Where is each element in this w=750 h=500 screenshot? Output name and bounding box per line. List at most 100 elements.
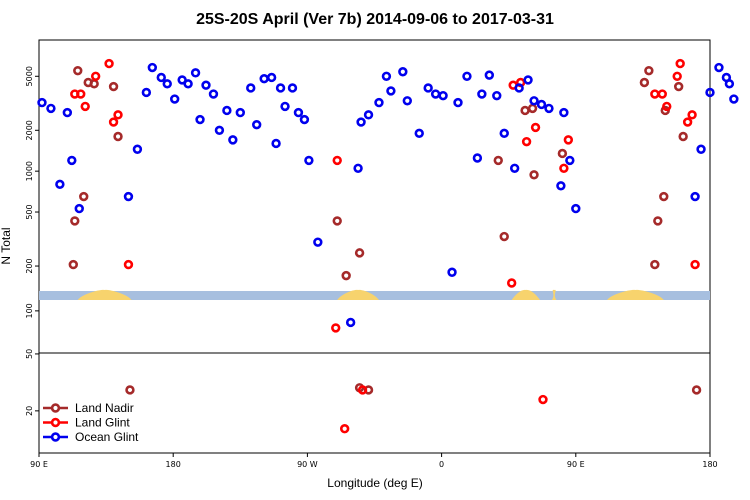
data-point xyxy=(55,179,65,190)
data-point xyxy=(46,103,56,114)
data-point xyxy=(201,80,211,90)
data-point xyxy=(287,83,298,93)
data-point xyxy=(62,107,73,118)
data-point xyxy=(67,155,77,166)
data-point xyxy=(381,71,392,81)
data-point xyxy=(37,97,47,108)
data-point xyxy=(650,259,660,270)
data-point xyxy=(696,144,706,154)
data-point xyxy=(68,259,78,270)
data-point xyxy=(357,385,368,395)
data-point xyxy=(345,317,356,328)
data-point xyxy=(104,58,114,69)
data-point xyxy=(123,191,134,202)
data-point xyxy=(83,77,93,88)
data-point xyxy=(235,107,246,118)
x-tick-label: 90 E xyxy=(567,460,585,469)
data-point xyxy=(472,153,483,163)
series-land-nadir xyxy=(68,65,702,395)
data-point xyxy=(521,136,532,147)
data-point xyxy=(313,237,323,247)
data-point xyxy=(228,135,238,145)
data-point xyxy=(354,248,365,258)
upper-y-tick-label: 500 xyxy=(25,204,34,219)
data-point xyxy=(690,259,700,270)
data-point xyxy=(259,73,269,84)
data-point xyxy=(529,96,539,106)
legend-marker xyxy=(50,403,61,413)
data-point xyxy=(653,216,663,226)
data-point xyxy=(156,72,166,83)
x-tick-label: 90 W xyxy=(297,460,318,469)
data-point xyxy=(74,203,84,214)
data-point xyxy=(691,385,702,395)
x-tick-label: 0 xyxy=(439,460,444,469)
data-point xyxy=(190,68,201,78)
data-point xyxy=(293,107,304,118)
data-point xyxy=(514,83,524,93)
data-point xyxy=(246,83,256,93)
data-point xyxy=(438,90,448,101)
data-point xyxy=(453,97,463,108)
data-point xyxy=(423,83,433,93)
upper-y-tick-label: 5000 xyxy=(25,66,34,86)
data-point xyxy=(556,181,566,191)
data-point xyxy=(108,117,119,127)
lower-y-tick-label: 50 xyxy=(25,349,34,359)
data-point xyxy=(113,131,123,142)
data-point xyxy=(729,94,739,104)
data-point xyxy=(544,103,554,114)
data-point xyxy=(559,107,569,118)
data-point xyxy=(356,117,366,127)
data-point xyxy=(492,90,502,101)
legend-label: Land Glint xyxy=(75,416,130,430)
data-point xyxy=(705,87,715,98)
data-point xyxy=(557,148,568,159)
data-point xyxy=(477,89,487,99)
data-point xyxy=(650,89,660,99)
data-point xyxy=(341,270,351,281)
data-point xyxy=(527,103,538,114)
land-ocean-band xyxy=(39,289,710,300)
lower-y-tick-label: 20 xyxy=(25,406,34,416)
data-point xyxy=(484,70,495,80)
data-point xyxy=(214,125,225,135)
data-point xyxy=(374,97,384,108)
data-point xyxy=(659,191,669,202)
x-tick-label: 180 xyxy=(702,460,717,469)
data-point xyxy=(208,89,219,99)
data-point xyxy=(559,163,569,173)
data-point xyxy=(563,135,574,145)
data-point xyxy=(80,101,90,112)
upper-y-tick-label: 1000 xyxy=(25,161,34,181)
data-point xyxy=(571,203,581,214)
data-point xyxy=(108,81,119,92)
x-tick-label: 90 E xyxy=(30,460,48,469)
data-point xyxy=(499,231,509,242)
data-point xyxy=(509,163,520,173)
data-point xyxy=(141,87,152,98)
data-point xyxy=(687,110,697,120)
data-point xyxy=(462,71,472,81)
data-point xyxy=(538,394,548,405)
data-point xyxy=(447,267,457,277)
legend-marker xyxy=(50,417,61,428)
data-point xyxy=(499,128,509,139)
data-point xyxy=(339,424,350,434)
chart-title: 25S-20S April (Ver 7b) 2014-09-06 to 201… xyxy=(196,11,554,28)
lower-y-tick-label: 100 xyxy=(25,303,34,318)
land-segment xyxy=(607,289,664,300)
data-point xyxy=(398,67,408,77)
data-point xyxy=(523,75,533,85)
data-point xyxy=(530,122,541,133)
data-point xyxy=(222,105,232,116)
x-tick-label: 180 xyxy=(166,460,181,469)
x-axis: 90 E 180 90 W 0 90 E 180 xyxy=(30,453,718,469)
data-point xyxy=(690,191,700,202)
data-point xyxy=(275,83,286,93)
y-axis-label: N Total xyxy=(0,227,13,264)
x-axis-label: Longitude (deg E) xyxy=(327,476,422,490)
plot-frame xyxy=(38,39,711,454)
data-point xyxy=(70,89,80,99)
